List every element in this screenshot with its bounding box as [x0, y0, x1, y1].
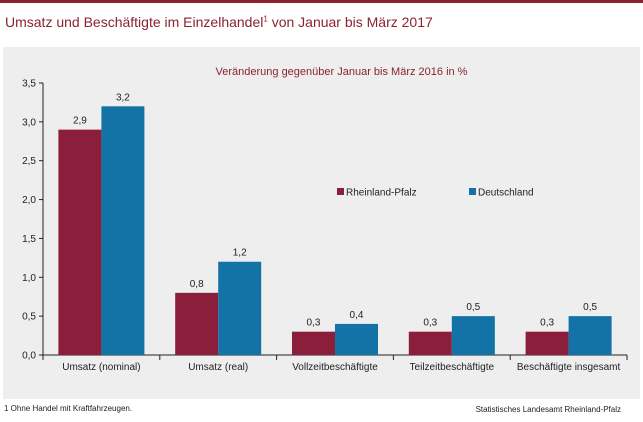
data-label: 0,5	[583, 302, 597, 313]
data-label: 0,4	[350, 310, 364, 321]
data-label: 0,5	[466, 302, 480, 313]
legend-swatch	[337, 188, 344, 195]
title-footnote-mark: 1	[263, 14, 268, 24]
source-note: Statistisches Landesamt Rheinland-Pfalz	[475, 405, 621, 414]
data-label: 0,3	[423, 318, 437, 329]
bar-deutschland	[568, 316, 612, 355]
bar-rheinland-pfalz	[408, 331, 452, 355]
bar-deutschland	[451, 316, 495, 355]
data-label: 0,3	[540, 318, 554, 329]
y-tick-label: 0,5	[22, 312, 36, 323]
x-tick-label: Umsatz (nominal)	[62, 362, 140, 373]
data-label: 1,2	[233, 248, 247, 259]
y-tick-label: 3,0	[22, 117, 36, 128]
y-tick-label: 1,5	[22, 234, 36, 245]
legend-label: Rheinland-Pfalz	[346, 188, 417, 199]
data-label: 0,8	[190, 279, 204, 290]
y-tick-label: 0,0	[22, 351, 36, 362]
chart-subtitle: Veränderung gegenüber Januar bis März 20…	[215, 66, 468, 78]
y-tick-label: 2,0	[22, 195, 36, 206]
data-label: 2,9	[73, 116, 87, 127]
y-tick-label: 3,5	[22, 79, 36, 90]
footnote: 1 Ohne Handel mit Kraftfahrzeugen.	[4, 404, 133, 413]
data-label: 3,2	[116, 92, 130, 103]
top-rule	[0, 0, 643, 3]
y-tick-label: 2,5	[22, 156, 36, 167]
title-suffix: von Januar bis März 2017	[267, 14, 433, 30]
bar-rheinland-pfalz	[525, 331, 569, 355]
x-tick-label: Vollzeitbeschäftigte	[292, 362, 378, 373]
page-title: Umsatz und Beschäftigte im Einzelhandel1…	[5, 14, 433, 30]
x-tick-label: Umsatz (real)	[188, 362, 248, 373]
bar-rheinland-pfalz	[175, 292, 219, 355]
legend-swatch	[469, 188, 476, 195]
bar-deutschland	[101, 106, 145, 355]
bar-rheinland-pfalz	[58, 129, 102, 355]
title-text: Umsatz und Beschäftigte im Einzelhandel	[5, 14, 264, 30]
bar-deutschland	[335, 323, 378, 355]
legend-label: Deutschland	[478, 188, 534, 199]
x-tick-label: Teilzeitbeschäftigte	[410, 362, 495, 373]
x-tick-label: Beschäftigte insgesamt	[517, 362, 621, 373]
data-label: 0,3	[307, 318, 321, 329]
y-tick-label: 1,0	[22, 273, 36, 284]
bar-deutschland	[218, 261, 262, 355]
bar-rheinland-pfalz	[292, 331, 335, 355]
